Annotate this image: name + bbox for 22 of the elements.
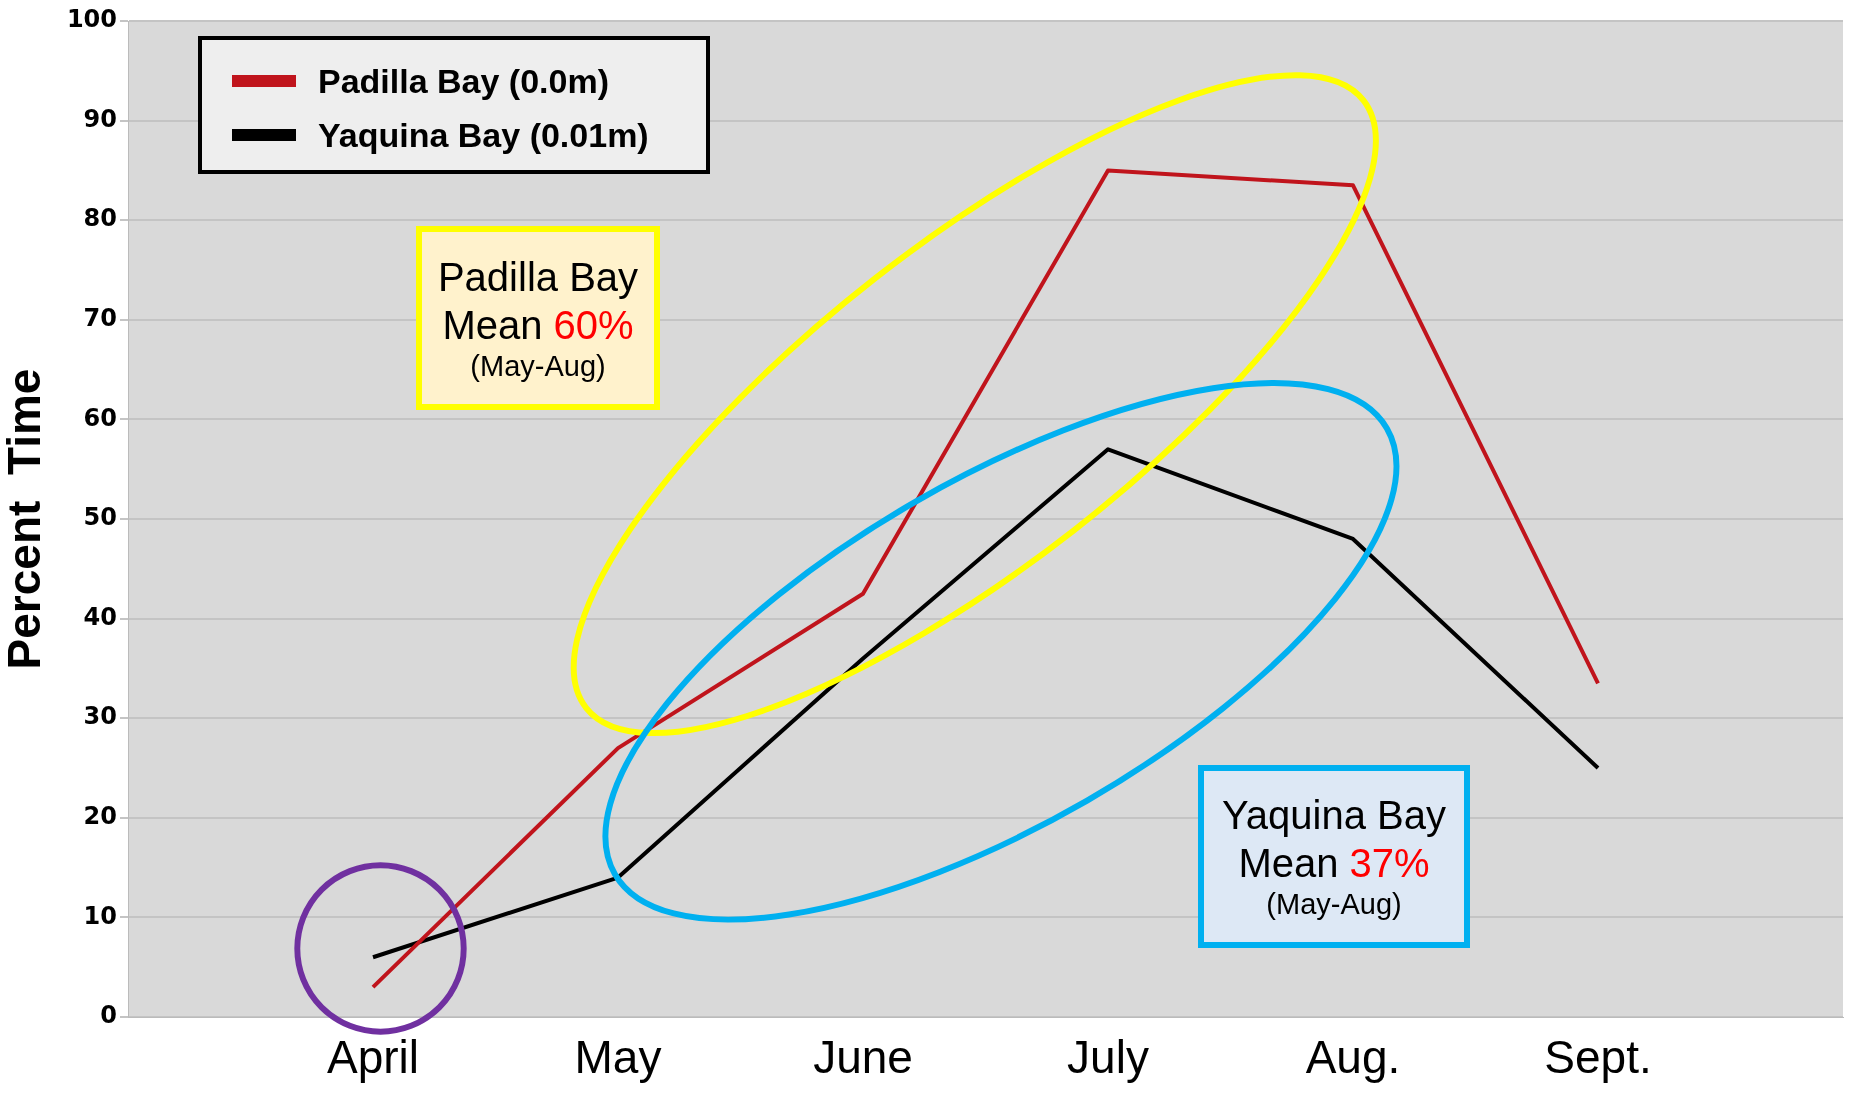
x-tick-label: Aug. — [1305, 1031, 1401, 1084]
annotation: Padilla Bay Mean 60% (May-Aug) — [437, 253, 639, 384]
y-axis-title: Percent Time — [0, 368, 51, 670]
y-tick-label: 90 — [83, 104, 117, 133]
y-tick-label: 50 — [83, 503, 117, 532]
y-tick-label: 0 — [100, 1001, 117, 1030]
x-tick-label: April — [326, 1031, 420, 1084]
y-tick-label: 10 — [83, 901, 117, 930]
y-tick-label: 30 — [83, 702, 117, 731]
legend-label: Padilla Bay (0.0m) — [318, 61, 610, 101]
x-tick-label: May — [574, 1031, 662, 1084]
y-tick-label: 60 — [83, 403, 117, 432]
x-tick-label: June — [813, 1031, 913, 1084]
annotation: Yaquina Bay Mean 37% (May-Aug) — [1222, 792, 1446, 922]
y-tick-label: 70 — [83, 304, 117, 333]
legend-label: Yaquina Bay (0.01m) — [318, 115, 649, 155]
y-tick-label: 80 — [83, 204, 117, 233]
y-tick-label: 40 — [83, 602, 117, 631]
x-tick-label: Sept. — [1544, 1031, 1652, 1084]
y-tick-label: 100 — [66, 5, 117, 34]
y-tick-label: 20 — [83, 802, 117, 831]
x-tick-label: July — [1067, 1031, 1149, 1084]
